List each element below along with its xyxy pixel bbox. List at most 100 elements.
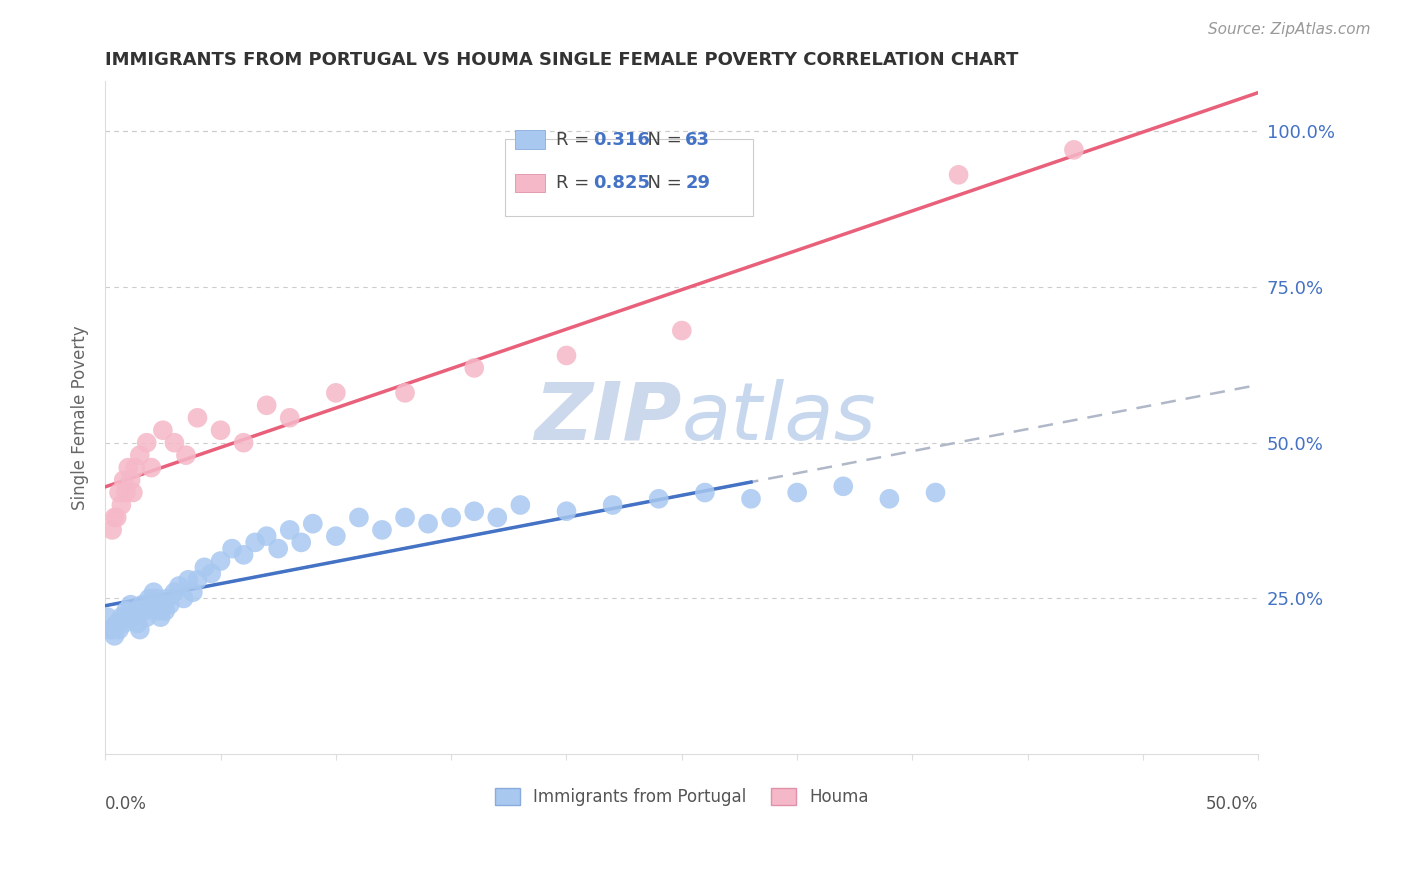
- Point: [740, 491, 762, 506]
- Point: [648, 491, 671, 506]
- Point: [117, 460, 139, 475]
- Point: [371, 523, 394, 537]
- Point: [555, 349, 578, 363]
- Point: [135, 435, 157, 450]
- Point: [186, 410, 208, 425]
- Point: [671, 324, 693, 338]
- Point: [124, 460, 146, 475]
- Point: [486, 510, 509, 524]
- Point: [290, 535, 312, 549]
- Point: [167, 579, 190, 593]
- Point: [440, 510, 463, 524]
- Text: Source: ZipAtlas.com: Source: ZipAtlas.com: [1208, 22, 1371, 37]
- Legend: Immigrants from Portugal, Houma: Immigrants from Portugal, Houma: [488, 781, 876, 814]
- Point: [232, 435, 254, 450]
- Point: [177, 573, 200, 587]
- Point: [103, 510, 125, 524]
- Text: 50.0%: 50.0%: [1206, 795, 1258, 813]
- Point: [128, 623, 150, 637]
- Y-axis label: Single Female Poverty: Single Female Poverty: [72, 326, 89, 510]
- Point: [117, 610, 139, 624]
- Point: [602, 498, 624, 512]
- Text: R =: R =: [557, 131, 595, 149]
- Text: 0.825: 0.825: [593, 174, 650, 192]
- Point: [110, 610, 132, 624]
- Point: [124, 604, 146, 618]
- Point: [209, 423, 232, 437]
- Point: [128, 448, 150, 462]
- Point: [131, 598, 153, 612]
- Point: [153, 604, 176, 618]
- Point: [693, 485, 716, 500]
- Point: [193, 560, 215, 574]
- Point: [463, 504, 485, 518]
- Point: [347, 510, 370, 524]
- Point: [256, 529, 278, 543]
- Point: [948, 168, 970, 182]
- Point: [105, 510, 128, 524]
- Point: [108, 623, 131, 637]
- Point: [416, 516, 439, 531]
- Point: [152, 598, 174, 612]
- Text: IMMIGRANTS FROM PORTUGAL VS HOUMA SINGLE FEMALE POVERTY CORRELATION CHART: IMMIGRANTS FROM PORTUGAL VS HOUMA SINGLE…: [105, 51, 1018, 69]
- Point: [394, 385, 416, 400]
- Point: [879, 491, 901, 506]
- Point: [103, 629, 125, 643]
- Point: [463, 360, 485, 375]
- Text: atlas: atlas: [682, 379, 876, 457]
- Point: [301, 516, 323, 531]
- Point: [209, 554, 232, 568]
- Point: [108, 485, 131, 500]
- Point: [105, 616, 128, 631]
- Point: [96, 610, 118, 624]
- Point: [1063, 143, 1085, 157]
- FancyBboxPatch shape: [505, 138, 754, 216]
- Point: [186, 573, 208, 587]
- Point: [232, 548, 254, 562]
- Point: [149, 610, 172, 624]
- Text: ZIP: ZIP: [534, 379, 682, 457]
- Point: [221, 541, 243, 556]
- FancyBboxPatch shape: [515, 174, 544, 193]
- Point: [152, 423, 174, 437]
- Point: [120, 598, 142, 612]
- Point: [98, 623, 121, 637]
- Point: [267, 541, 290, 556]
- Point: [256, 398, 278, 412]
- Point: [145, 591, 167, 606]
- Point: [141, 460, 163, 475]
- Text: N =: N =: [636, 174, 688, 192]
- Text: 29: 29: [685, 174, 710, 192]
- Point: [278, 410, 301, 425]
- FancyBboxPatch shape: [515, 130, 544, 149]
- Point: [122, 485, 145, 500]
- Point: [138, 591, 160, 606]
- Point: [181, 585, 204, 599]
- Point: [200, 566, 222, 581]
- Point: [156, 591, 179, 606]
- Point: [101, 523, 124, 537]
- Point: [786, 485, 808, 500]
- Point: [509, 498, 531, 512]
- Point: [394, 510, 416, 524]
- Point: [101, 623, 124, 637]
- Point: [555, 504, 578, 518]
- Point: [127, 616, 149, 631]
- Point: [163, 435, 186, 450]
- Point: [159, 598, 181, 612]
- Point: [115, 604, 138, 618]
- Point: [832, 479, 855, 493]
- Point: [243, 535, 266, 549]
- Point: [924, 485, 946, 500]
- Point: [134, 604, 156, 618]
- Point: [163, 585, 186, 599]
- Text: 0.316: 0.316: [593, 131, 650, 149]
- Text: N =: N =: [636, 131, 688, 149]
- Text: 63: 63: [685, 131, 710, 149]
- Point: [325, 529, 347, 543]
- Text: 0.0%: 0.0%: [105, 795, 148, 813]
- Point: [278, 523, 301, 537]
- Point: [174, 448, 197, 462]
- Point: [148, 604, 170, 618]
- Point: [325, 385, 347, 400]
